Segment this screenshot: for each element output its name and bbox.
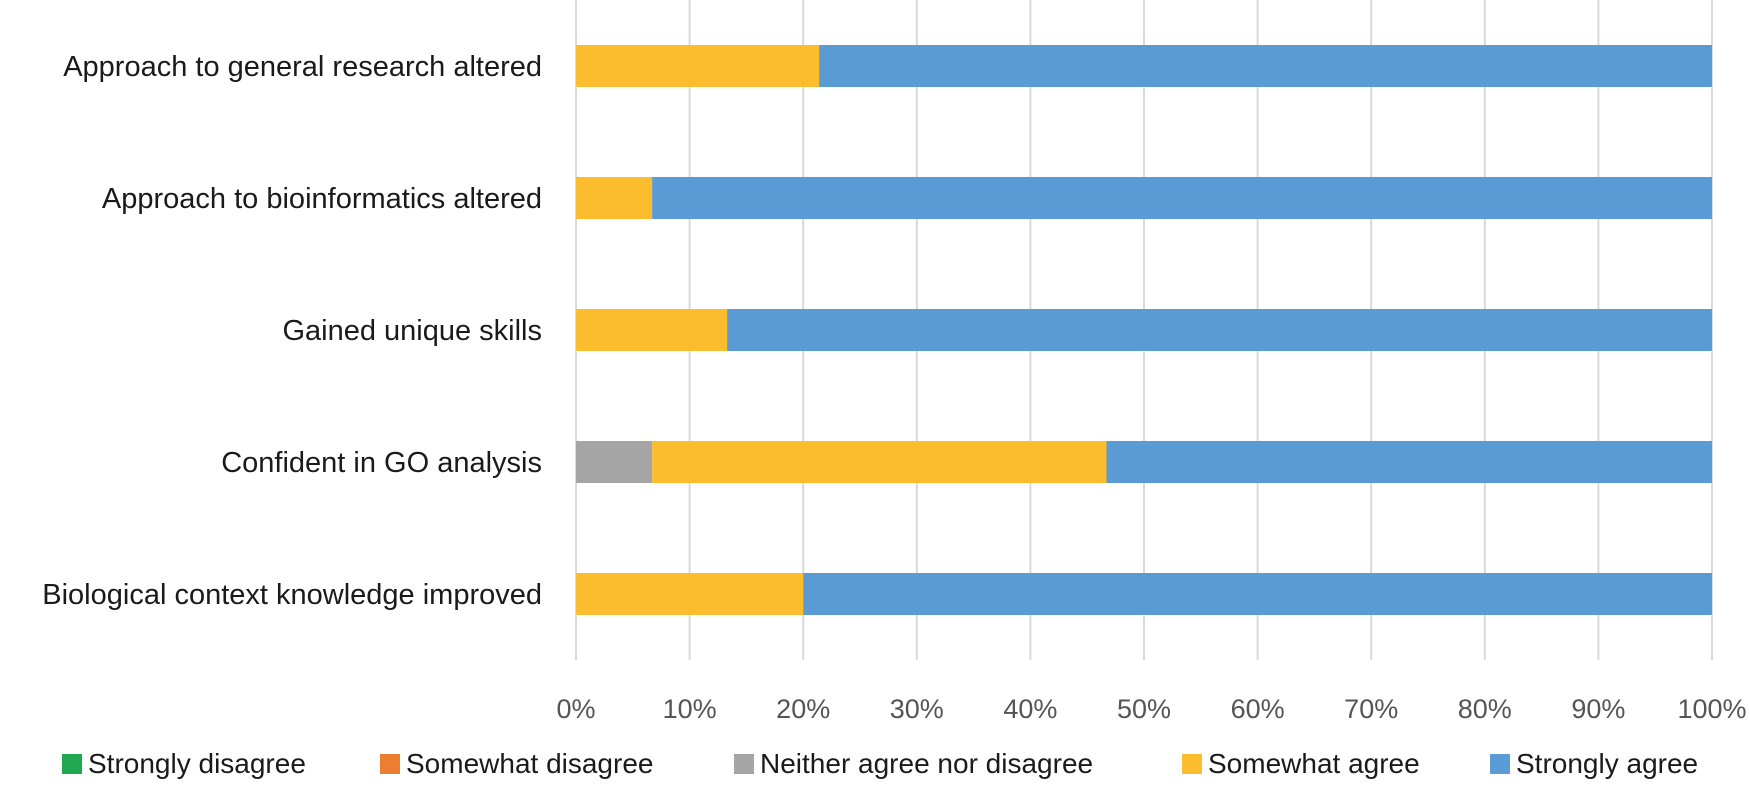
bar-segment	[576, 45, 820, 87]
bar-segment	[576, 177, 653, 219]
category-label: Confident in GO analysis	[221, 447, 542, 479]
bar-segment	[803, 573, 1712, 615]
x-tick-label: 10%	[663, 694, 717, 724]
legend-swatch	[380, 754, 400, 774]
category-labels: Approach to general research altered Appr…	[42, 51, 542, 611]
x-tick-label: 60%	[1231, 694, 1285, 724]
x-tick-label: 50%	[1117, 694, 1171, 724]
legend-label: Somewhat disagree	[406, 748, 653, 779]
legend-swatch	[734, 754, 754, 774]
x-tick-label: 0%	[556, 694, 595, 724]
bar-segment	[652, 177, 1712, 219]
legend-label: Strongly disagree	[88, 748, 306, 779]
legend-swatch	[62, 754, 82, 774]
x-tick-label: 30%	[890, 694, 944, 724]
bar-segment	[576, 441, 653, 483]
x-tick-label: 100%	[1677, 694, 1746, 724]
legend-swatch	[1182, 754, 1202, 774]
bar-segment	[1106, 441, 1712, 483]
legend-label: Strongly agree	[1516, 748, 1698, 779]
x-axis-ticks: 0% 10% 20% 30% 40% 50% 60% 70% 80% 90% 100%	[556, 694, 1746, 724]
legend-label: Neither agree nor disagree	[760, 748, 1093, 779]
category-label: Approach to bioinformatics altered	[102, 183, 542, 215]
legend: Strongly disagree Somewhat disagree Neithe…	[62, 748, 1698, 779]
bars	[576, 45, 1712, 615]
x-tick-label: 20%	[776, 694, 830, 724]
category-label: Approach to general research altered	[63, 51, 542, 83]
x-tick-label: 90%	[1571, 694, 1625, 724]
category-label: Gained unique skills	[282, 315, 542, 347]
bar-segment	[652, 441, 1107, 483]
bar-segment	[819, 45, 1712, 87]
legend-swatch	[1490, 754, 1510, 774]
bar-segment	[576, 309, 728, 351]
x-tick-label: 40%	[1003, 694, 1057, 724]
bar-segment	[576, 573, 804, 615]
category-label: Biological context knowledge improved	[42, 579, 542, 611]
x-tick-label: 70%	[1344, 694, 1398, 724]
bar-segment	[727, 309, 1712, 351]
x-tick-label: 80%	[1458, 694, 1512, 724]
legend-label: Somewhat agree	[1208, 748, 1420, 779]
